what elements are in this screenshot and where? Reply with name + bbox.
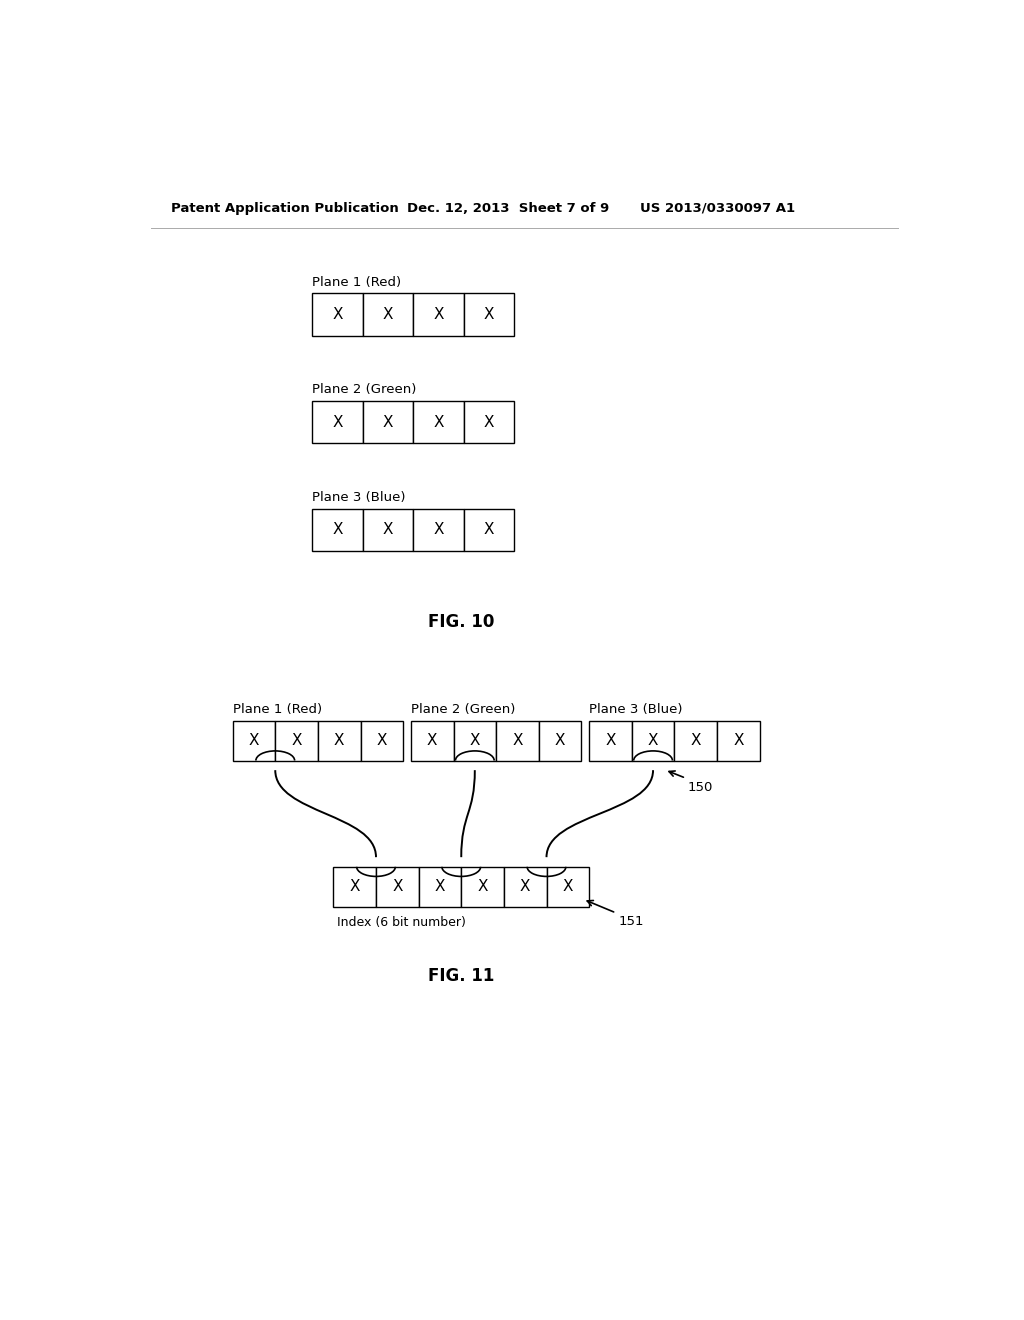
Text: X: X	[392, 879, 402, 895]
Text: X: X	[483, 523, 494, 537]
Bar	[547, 867, 589, 907]
Text: 150: 150	[687, 780, 713, 793]
Text: US 2013/0330097 A1: US 2013/0330097 A1	[640, 202, 795, 215]
Bar	[275, 721, 317, 760]
Text: X: X	[433, 306, 443, 322]
Text: X: X	[483, 414, 494, 429]
Text: Plane 1 (Red): Plane 1 (Red)	[312, 276, 401, 289]
Text: FIG. 11: FIG. 11	[428, 966, 495, 985]
Bar	[360, 721, 403, 760]
Bar	[312, 508, 362, 552]
Text: X: X	[512, 733, 522, 748]
Bar	[464, 508, 514, 552]
Bar	[414, 401, 464, 444]
Text: X: X	[555, 733, 565, 748]
Text: X: X	[648, 733, 658, 748]
Bar	[464, 401, 514, 444]
Bar	[312, 401, 362, 444]
Bar	[312, 293, 362, 335]
Text: X: X	[690, 733, 701, 748]
Text: X: X	[427, 733, 437, 748]
Text: X: X	[477, 879, 487, 895]
Bar	[539, 721, 582, 760]
Text: Plane 1 (Red): Plane 1 (Red)	[232, 702, 322, 715]
Bar	[414, 293, 464, 335]
Text: X: X	[383, 414, 393, 429]
Text: X: X	[605, 733, 615, 748]
Text: Dec. 12, 2013  Sheet 7 of 9: Dec. 12, 2013 Sheet 7 of 9	[407, 202, 609, 215]
Text: X: X	[562, 879, 573, 895]
Text: X: X	[333, 414, 343, 429]
Text: Plane 2 (Green): Plane 2 (Green)	[411, 702, 515, 715]
Text: X: X	[470, 733, 480, 748]
Bar	[675, 721, 717, 760]
Bar	[504, 867, 547, 907]
Text: Index (6 bit number): Index (6 bit number)	[337, 916, 466, 929]
Bar	[496, 721, 539, 760]
Bar	[317, 721, 360, 760]
Bar	[414, 508, 464, 552]
Text: X: X	[433, 523, 443, 537]
Text: X: X	[349, 879, 360, 895]
Text: X: X	[383, 523, 393, 537]
Text: X: X	[433, 414, 443, 429]
Text: X: X	[333, 523, 343, 537]
Text: X: X	[383, 306, 393, 322]
Text: X: X	[483, 306, 494, 322]
Text: Plane 3 (Blue): Plane 3 (Blue)	[589, 702, 683, 715]
Text: Plane 2 (Green): Plane 2 (Green)	[312, 383, 417, 396]
Text: X: X	[733, 733, 743, 748]
Text: X: X	[291, 733, 302, 748]
Bar	[362, 293, 414, 335]
Bar	[362, 508, 414, 552]
Bar	[632, 721, 675, 760]
Bar	[232, 721, 275, 760]
Text: X: X	[377, 733, 387, 748]
Bar	[717, 721, 760, 760]
Bar	[461, 867, 504, 907]
Text: X: X	[334, 733, 344, 748]
Text: X: X	[333, 306, 343, 322]
Bar	[376, 867, 419, 907]
Bar	[454, 721, 496, 760]
Text: X: X	[434, 879, 445, 895]
Text: X: X	[520, 879, 530, 895]
Bar	[464, 293, 514, 335]
Text: Plane 3 (Blue): Plane 3 (Blue)	[312, 491, 406, 504]
Bar	[419, 867, 461, 907]
Text: X: X	[249, 733, 259, 748]
Text: Patent Application Publication: Patent Application Publication	[171, 202, 398, 215]
Bar	[589, 721, 632, 760]
Bar	[334, 867, 376, 907]
Text: FIG. 10: FIG. 10	[428, 612, 495, 631]
Bar	[362, 401, 414, 444]
Bar	[411, 721, 454, 760]
Text: 151: 151	[618, 915, 644, 928]
